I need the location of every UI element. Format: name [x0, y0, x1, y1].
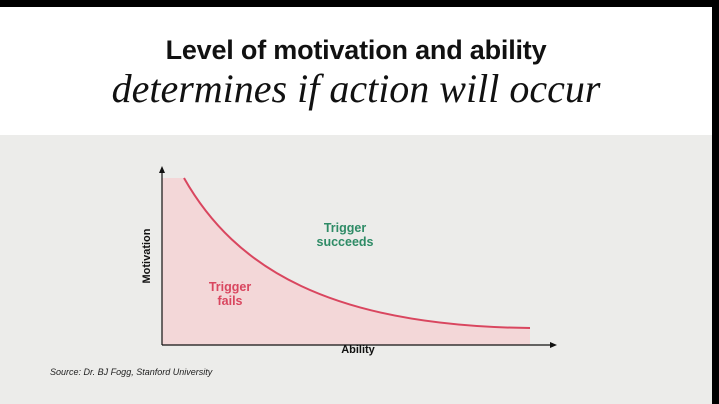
title-band: Level of motivation and ability determin… [0, 7, 712, 135]
title-line-2: determines if action will occur [111, 66, 601, 111]
action-line-curve [183, 177, 531, 329]
trigger-succeeds-text: Trigger succeeds [316, 221, 374, 249]
y-axis-arrowhead [159, 166, 165, 173]
slide: Level of motivation and ability determin… [0, 7, 712, 404]
trigger-succeeds-label: Trigger succeeds [305, 221, 385, 249]
trigger-fails-label: Trigger fails [190, 280, 270, 308]
x-axis-arrowhead [550, 342, 557, 348]
x-axis-label: Ability [341, 344, 375, 356]
source-citation: Source: Dr. BJ Fogg, Stanford University [50, 367, 213, 377]
title-line-1: Level of motivation and ability [165, 35, 547, 65]
trigger-fails-area [162, 178, 530, 345]
y-axis-label: Motivation [141, 228, 153, 284]
trigger-fails-text: Trigger fails [208, 280, 252, 308]
